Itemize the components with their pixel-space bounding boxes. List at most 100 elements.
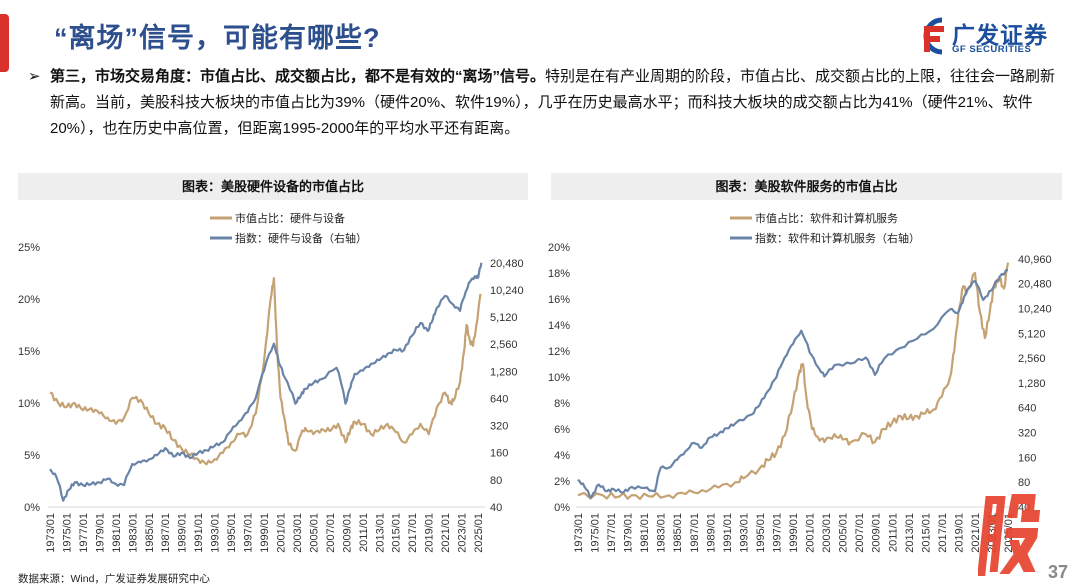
y-right-tick-label: 40,960 [1018, 254, 1052, 266]
bullet-body: 特别是在有产业周期的阶段，市值占比、成交额占比的上限，往往会一路刷新新高。当前，… [50, 68, 1056, 137]
y-left-tick-label: 20% [18, 294, 40, 306]
x-tick-label: 1997/01 [771, 513, 783, 553]
x-tick-label: 2013/01 [904, 513, 916, 553]
gf-securities-logo: 广发证券 GF SECURITIES [912, 16, 1052, 58]
x-tick-label: 1977/01 [78, 513, 90, 553]
legend-label: 市值占比：硬件与设备 [235, 211, 345, 225]
y-right-tick-label: 320 [1018, 428, 1036, 440]
bullet-bold-lead: 第三，市场交易角度：市值占比、成交额占比，都不是有效的“离场”信号。 [50, 68, 546, 85]
x-tick-label: 2003/01 [292, 513, 304, 553]
x-tick-label: 2001/01 [275, 513, 287, 553]
x-tick-label: 2021/01 [970, 513, 982, 553]
x-tick-label: 2001/01 [805, 513, 817, 553]
y-left-tick-label: 2% [554, 476, 570, 488]
y-right-tick-label: 2,560 [1018, 353, 1046, 365]
x-tick-label: 2015/01 [920, 513, 932, 553]
x-tick-label: 2019/01 [424, 513, 436, 553]
x-tick-label: 2011/01 [887, 513, 899, 552]
x-tick-label: 2017/01 [937, 513, 949, 553]
y-right-tick-label: 320 [490, 421, 508, 433]
x-tick-label: 1995/01 [226, 513, 238, 553]
x-tick-label: 2015/01 [391, 513, 403, 553]
x-tick-label: 2025/01 [473, 513, 485, 553]
accent-bar [0, 14, 9, 72]
x-tick-label: 1975/01 [590, 513, 602, 553]
x-tick-label: 2011/01 [358, 513, 370, 552]
y-left-tick-label: 0% [554, 502, 570, 514]
y-right-tick-label: 160 [1018, 452, 1036, 464]
x-tick-label: 1973/01 [573, 513, 585, 553]
y-left-tick-label: 0% [24, 502, 40, 514]
y-right-tick-label: 80 [490, 475, 502, 487]
y-right-tick-label: 10,240 [1018, 303, 1052, 315]
x-tick-label: 2007/01 [854, 513, 866, 553]
legend-label: 指数：硬件与设备（右轴） [235, 231, 367, 245]
software-chart: 0%2%4%6%8%10%12%14%16%18%20%408016032064… [548, 211, 1052, 553]
x-tick-label: 1991/01 [722, 513, 734, 553]
page-number: 37 [1048, 562, 1069, 582]
y-right-tick-label: 1,280 [490, 366, 518, 378]
x-tick-label: 2019/01 [953, 513, 965, 553]
x-tick-label: 1997/01 [243, 513, 255, 553]
x-tick-label: 1977/01 [606, 513, 618, 553]
logo-mark-icon [923, 17, 944, 55]
y-right-tick-label: 1,280 [1018, 378, 1046, 390]
x-tick-label: 2005/01 [308, 513, 320, 553]
x-tick-label: 1989/01 [705, 513, 717, 553]
x-tick-label: 1975/01 [61, 513, 73, 553]
logo-text-en: GF SECURITIES [952, 44, 1032, 55]
share-series-line [49, 277, 482, 466]
index-series-line [49, 262, 483, 502]
y-right-tick-label: 160 [490, 448, 508, 460]
x-tick-label: 1999/01 [259, 513, 271, 553]
y-right-tick-label: 640 [1018, 403, 1036, 415]
page-title: “离场”信号，可能有哪些? [54, 23, 381, 53]
x-tick-label: 1987/01 [160, 513, 172, 553]
y-left-tick-label: 18% [548, 268, 570, 280]
y-left-tick-label: 5% [24, 450, 40, 462]
x-tick-label: 1983/01 [127, 513, 139, 553]
bullet-paragraph: ➢ 第三，市场交易角度：市值占比、成交额占比，都不是有效的“离场”信号。特别是在… [28, 64, 1068, 142]
y-left-tick-label: 15% [18, 346, 40, 358]
x-tick-label: 2009/01 [871, 513, 883, 553]
data-source: 数据来源：Wind，广发证券发展研究中心 [18, 573, 210, 585]
share-series-line [577, 262, 1010, 500]
x-tick-label: 2005/01 [838, 513, 850, 553]
x-tick-label: 2021/01 [440, 513, 452, 553]
x-tick-label: 1999/01 [788, 513, 800, 553]
x-tick-label: 2013/01 [374, 513, 386, 553]
x-tick-label: 1985/01 [144, 513, 156, 553]
x-tick-label: 1981/01 [111, 513, 123, 553]
x-tick-label: 1989/01 [177, 513, 189, 553]
x-tick-label: 2009/01 [341, 513, 353, 553]
legend-label: 市值占比：软件和计算机服务 [755, 211, 898, 225]
x-tick-label: 1995/01 [755, 513, 767, 553]
bullet-arrow-icon: ➢ [28, 68, 41, 85]
y-right-tick-label: 20,480 [490, 258, 524, 270]
x-tick-label: 1983/01 [656, 513, 668, 553]
x-tick-label: 2017/01 [407, 513, 419, 553]
y-left-tick-label: 10% [18, 398, 40, 410]
logo-text-cn: 广发证券 [952, 22, 1048, 48]
x-tick-label: 1985/01 [672, 513, 684, 553]
x-tick-label: 2007/01 [325, 513, 337, 553]
y-left-tick-label: 16% [548, 294, 570, 306]
y-right-tick-label: 10,240 [490, 285, 524, 297]
x-tick-label: 1979/01 [623, 513, 635, 553]
x-tick-label: 2003/01 [821, 513, 833, 553]
y-right-tick-label: 80 [1018, 477, 1030, 489]
y-left-tick-label: 10% [548, 372, 570, 384]
y-left-tick-label: 12% [548, 346, 570, 358]
x-tick-label: 1981/01 [639, 513, 651, 553]
index-series-line [577, 268, 1009, 499]
stamp-watermark [978, 494, 1040, 576]
y-right-tick-label: 640 [490, 393, 508, 405]
y-right-tick-label: 20,480 [1018, 279, 1052, 291]
hardware-chart: 0% 5% 10% 15% 20% 25% 40 80 160 320 640 1,280 2,560 5… [18, 211, 524, 553]
chart-title-hardware: 图表：美股硬件设备的市值占比 [18, 173, 528, 200]
x-tick-label: 1973/01 [45, 513, 57, 553]
y-left-tick-label: 25% [18, 242, 40, 254]
x-tick-label: 1993/01 [738, 513, 750, 553]
legend-label: 指数：软件和计算机服务（右轴） [755, 231, 920, 245]
